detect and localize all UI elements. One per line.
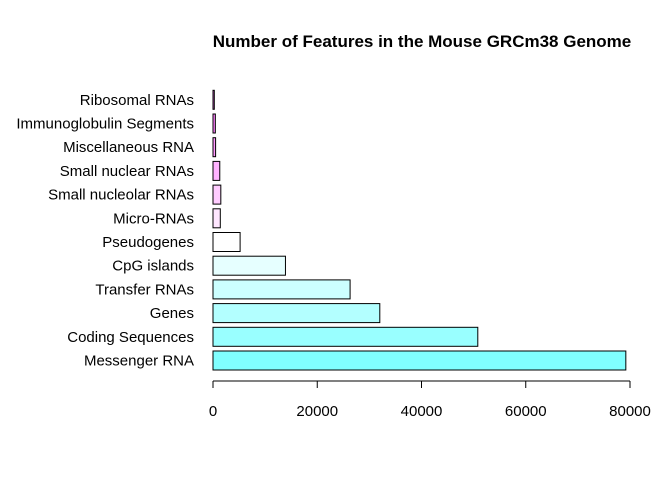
- x-tick-label: 60000: [505, 403, 547, 420]
- category-label: Genes: [150, 305, 194, 322]
- category-label: Ribosomal RNAs: [80, 92, 194, 109]
- bar-miscellaneous-rna: [212, 137, 217, 158]
- category-label: Small nuclear RNAs: [60, 163, 194, 180]
- bar-cpg-islands: [212, 255, 286, 276]
- x-axis: 0 20000 40000 60000 80000: [209, 380, 651, 420]
- category-label: CpG islands: [112, 258, 194, 275]
- category-label: Miscellaneous RNA: [63, 139, 194, 156]
- category-label: Pseudogenes: [102, 234, 194, 251]
- bar-pseudogenes: [212, 232, 241, 252]
- bar-immunoglobulin-segments: [212, 113, 216, 134]
- bar-coding-sequences: [212, 326, 479, 347]
- bar-ribosomal-rnas: [212, 89, 215, 110]
- bar-micro-rnas: [212, 208, 221, 229]
- bar-genes: [212, 303, 381, 324]
- bars-group: [212, 89, 627, 371]
- x-tick-label: 0: [209, 403, 217, 420]
- category-label: Messenger RNA: [84, 353, 194, 370]
- bar-transfer-rnas: [212, 279, 351, 300]
- category-label: Small nucleolar RNAs: [48, 187, 194, 204]
- bar-small-nuclear-rnas: [212, 160, 221, 181]
- bar-messenger-rna: [212, 350, 627, 371]
- x-tick-label: 80000: [609, 403, 651, 420]
- bar-small-nucleolar-rnas: [212, 184, 222, 205]
- category-labels: Messenger RNA Coding Sequences Genes Transf…: [16, 92, 194, 370]
- category-label: Micro-RNAs: [113, 210, 194, 227]
- chart-title: Number of Features in the Mouse GRCm38 G…: [213, 32, 631, 51]
- category-label: Immunoglobulin Segments: [16, 116, 194, 133]
- x-tick-label: 40000: [401, 403, 443, 420]
- x-tick-label: 20000: [296, 403, 338, 420]
- category-label: Coding Sequences: [67, 329, 194, 346]
- category-label: Transfer RNAs: [95, 281, 194, 298]
